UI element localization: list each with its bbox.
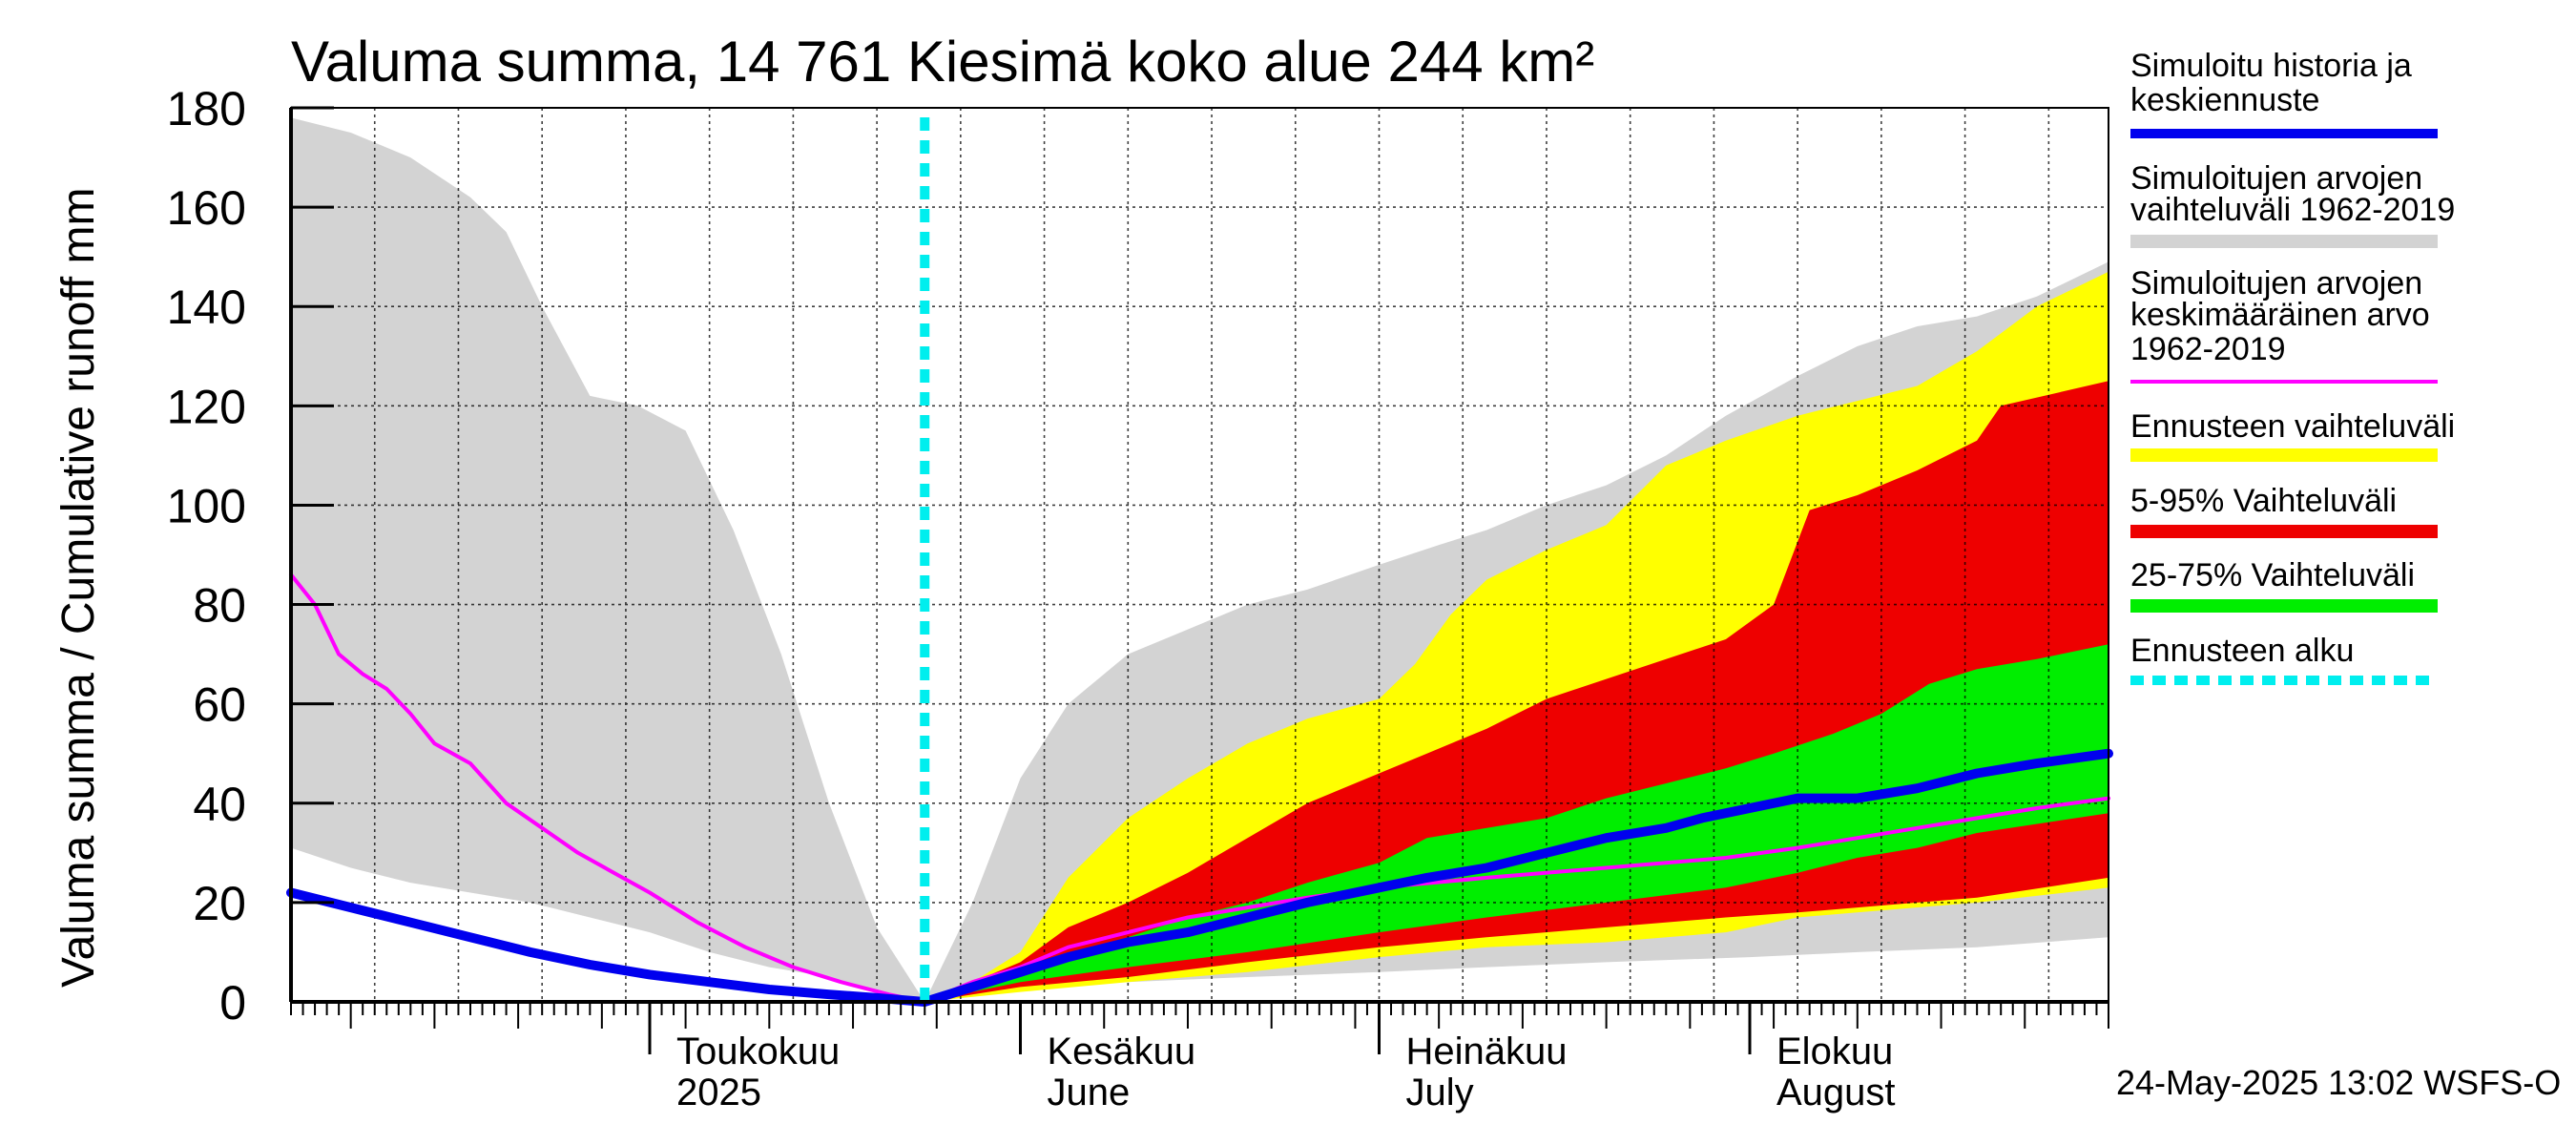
x-month-label-en: August	[1776, 1072, 1896, 1114]
x-month-label-en: June	[1048, 1072, 1131, 1114]
x-month-label-fi: Heinäkuu	[1405, 1030, 1567, 1072]
legend-label: Ennusteen alku	[2130, 633, 2354, 669]
y-tick-label: 160	[167, 181, 246, 235]
plot-area	[286, 108, 2113, 1007]
chart-title: Valuma summa, 14 761 Kiesimä koko alue 2…	[291, 30, 1594, 94]
legend-label: keskiennuste	[2130, 82, 2319, 118]
legend-label: vaihteluväli 1962-2019	[2130, 192, 2455, 228]
y-tick-label: 40	[193, 778, 246, 831]
x-month-label-fi: Kesäkuu	[1048, 1030, 1196, 1072]
y-tick-label: 140	[167, 281, 246, 334]
footer-timestamp: 24-May-2025 13:02 WSFS-O	[2116, 1063, 2561, 1102]
legend-label: Simuloitu historia ja	[2130, 48, 2412, 84]
legend-label: Simuloitujen arvojen	[2130, 160, 2422, 197]
legend-label: 25-75% Vaihteluväli	[2130, 557, 2415, 593]
y-axis-label: Valuma summa / Cumulative runoff mm	[53, 188, 104, 989]
y-tick-label: 80	[193, 579, 246, 633]
x-month-label-fi: Toukokuu	[676, 1030, 840, 1072]
y-tick-label: 100	[167, 479, 246, 532]
y-tick-label: 180	[167, 82, 246, 135]
x-month-label-fi: Elokuu	[1776, 1030, 1893, 1072]
y-tick-label: 20	[193, 877, 246, 930]
x-month-label-en: July	[1405, 1072, 1473, 1114]
y-tick-label: 60	[193, 678, 246, 732]
y-tick-label: 120	[167, 380, 246, 433]
legend-label: 5-95% Vaihteluväli	[2130, 483, 2397, 519]
grid-lines	[291, 108, 2109, 1002]
legend-label: Simuloitujen arvojen	[2130, 265, 2422, 302]
legend-label: keskimääräinen arvo	[2130, 297, 2430, 333]
legend-label: Ennusteen vaihteluväli	[2130, 408, 2455, 445]
x-month-label-en: 2025	[676, 1072, 761, 1114]
y-tick-label: 0	[219, 976, 246, 1030]
legend-label: 1962-2019	[2130, 331, 2286, 367]
simulated-history-line	[286, 748, 2113, 1007]
